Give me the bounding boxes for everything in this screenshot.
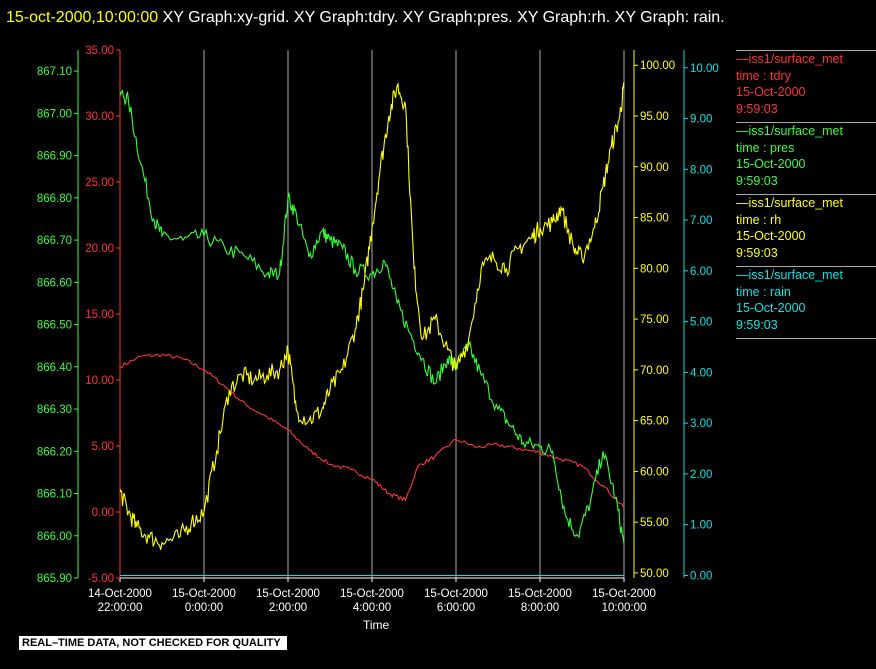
legend-separator [736, 338, 876, 339]
tdry-series-line [119, 353, 625, 509]
pres-tick-label: 866.50 [37, 320, 72, 332]
rain-tick-label: 4.00 [690, 367, 712, 379]
legend-text: 15-Oct-2000 [736, 229, 806, 243]
rh-tick-label: 50.00 [640, 568, 669, 580]
rain-tick-label: 8.00 [690, 164, 712, 176]
pres-tick-label: 866.20 [37, 446, 72, 458]
legend-text: 9:59:03 [736, 245, 778, 260]
rh-tick-label: 90.00 [640, 162, 669, 174]
rh-tick-label: 95.00 [640, 111, 669, 123]
pres-tick-label: 866.60 [37, 277, 72, 289]
rain-tick-label: 0.00 [690, 570, 712, 582]
x-tick-label: 14-Oct-2000 [88, 588, 152, 600]
rain-tick-label: 9.00 [690, 114, 712, 126]
title-graph-list: XY Graph:xy-grid. XY Graph:tdry. XY Grap… [162, 9, 725, 26]
legend-text: 9:59:03 [736, 173, 778, 188]
rh-series-line [119, 81, 625, 550]
rh-tick-label: 75.00 [640, 314, 669, 326]
rain-tick-label: 3.00 [690, 418, 712, 430]
tdry-tick-label: 0.00 [92, 507, 114, 519]
legend-text: 15-Oct-2000 [736, 301, 806, 315]
x-tick-label: 10:00:00 [602, 602, 647, 614]
x-axis-label: Time [363, 618, 390, 632]
rh-tick-label: 80.00 [640, 263, 669, 275]
legend-text: 15-Oct-2000 [736, 157, 806, 171]
pres-tick-label: 867.00 [37, 108, 72, 120]
rh-tick-label: 65.00 [640, 416, 669, 428]
x-tick-label: 2:00:00 [269, 602, 307, 614]
legend-text: —iss1/surface_met [736, 124, 843, 138]
tdry-tick-label: 25.00 [85, 177, 114, 189]
legend-text: time : pres [736, 140, 795, 155]
rain-tick-label: 2.00 [690, 469, 712, 481]
x-tick-label: 15-Oct-2000 [172, 588, 236, 600]
x-tick-label: 15-Oct-2000 [256, 588, 320, 600]
quality-disclaimer: REAL–TIME DATA, NOT CHECKED FOR QUALITY [19, 636, 287, 650]
tdry-tick-label: -5.00 [88, 573, 114, 585]
pres-series-line [119, 89, 625, 545]
x-tick-label: 6:00:00 [437, 602, 475, 614]
legend-separator [736, 194, 876, 195]
pres-tick-label: 866.70 [37, 235, 72, 247]
rh-tick-label: 55.00 [640, 517, 669, 529]
x-tick-label: 15-Oct-2000 [508, 588, 572, 600]
x-tick-label: 4:00:00 [353, 602, 391, 614]
pres-tick-label: 867.10 [37, 66, 72, 78]
rain-tick-label: 7.00 [690, 215, 712, 227]
tdry-tick-label: 5.00 [92, 441, 114, 453]
tdry-tick-label: 15.00 [85, 309, 114, 321]
legend-text: —iss1/surface_met [736, 268, 843, 282]
x-tick-label: 15-Oct-2000 [340, 588, 404, 600]
x-tick-label: 15-Oct-2000 [424, 588, 488, 600]
legend-separator [736, 266, 876, 267]
pres-tick-label: 866.80 [37, 193, 72, 205]
rain-tick-label: 1.00 [690, 520, 712, 532]
pres-tick-label: 866.10 [37, 489, 72, 501]
legend-text: 9:59:03 [736, 317, 778, 332]
pres-tick-label: 866.40 [37, 362, 72, 374]
tdry-tick-label: 30.00 [85, 111, 114, 123]
rh-tick-label: 70.00 [640, 365, 669, 377]
legend-text: time : tdry [736, 68, 791, 83]
pres-tick-label: 865.90 [37, 573, 72, 585]
rain-tick-label: 5.00 [690, 317, 712, 329]
x-tick-label: 22:00:00 [98, 602, 143, 614]
pres-tick-label: 866.90 [37, 151, 72, 163]
legend-separator [736, 50, 876, 51]
rh-tick-label: 100.00 [640, 60, 675, 72]
tdry-tick-label: 35.00 [85, 45, 114, 57]
rh-tick-label: 85.00 [640, 213, 669, 225]
legend-separator [736, 122, 876, 123]
pres-tick-label: 866.00 [37, 531, 72, 543]
pres-tick-label: 866.30 [37, 404, 72, 416]
legend-text: time : rain [736, 284, 791, 299]
x-tick-label: 15-Oct-2000 [592, 588, 656, 600]
tdry-tick-label: 10.00 [85, 375, 114, 387]
x-tick-label: 8:00:00 [521, 602, 559, 614]
rain-tick-label: 10.00 [690, 63, 719, 75]
title-timestamp: 15-oct-2000,10:00:00 [6, 9, 159, 26]
legend-text: 15-Oct-2000 [736, 85, 806, 99]
rh-tick-label: 60.00 [640, 466, 669, 478]
x-tick-label: 0:00:00 [185, 602, 223, 614]
legend-text: time : rh [736, 212, 782, 227]
legend-text: —iss1/surface_met [736, 196, 843, 210]
rain-tick-label: 6.00 [690, 266, 712, 278]
tdry-tick-label: 20.00 [85, 243, 114, 255]
legend-text: 9:59:03 [736, 101, 778, 116]
legend-text: —iss1/surface_met [736, 52, 843, 66]
graph-title: 15-oct-2000,10:00:00 XY Graph:xy-grid. X… [6, 4, 866, 31]
